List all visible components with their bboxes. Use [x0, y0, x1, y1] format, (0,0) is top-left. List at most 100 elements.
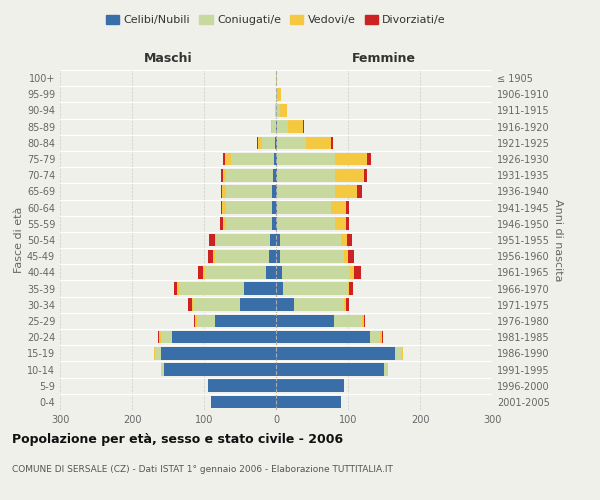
Bar — [283, 282, 348, 295]
Bar — [172, 331, 276, 344]
Bar — [384, 363, 388, 376]
Bar — [197, 266, 203, 278]
Bar — [348, 282, 349, 295]
Bar — [221, 185, 222, 198]
Bar — [262, 136, 275, 149]
Bar — [196, 314, 197, 328]
Bar — [282, 266, 350, 278]
Bar — [266, 266, 276, 278]
Bar — [335, 185, 356, 198]
Y-axis label: Anni di nascita: Anni di nascita — [553, 198, 563, 281]
Bar — [215, 314, 276, 328]
Bar — [276, 120, 277, 133]
Bar — [335, 218, 346, 230]
Bar — [222, 185, 226, 198]
Bar — [221, 169, 223, 181]
Bar — [154, 347, 155, 360]
Bar — [280, 104, 287, 117]
Bar — [272, 120, 276, 133]
Bar — [223, 169, 226, 181]
Bar — [272, 202, 276, 214]
Bar — [155, 347, 161, 360]
Bar — [269, 250, 276, 262]
Bar — [395, 347, 402, 360]
Bar — [223, 152, 225, 166]
Bar — [335, 169, 364, 181]
Bar — [277, 120, 288, 133]
Bar — [277, 152, 335, 166]
Bar — [276, 136, 277, 149]
Bar — [192, 298, 193, 311]
Bar — [276, 298, 294, 311]
Bar — [276, 266, 282, 278]
Bar — [223, 218, 226, 230]
Bar — [160, 331, 161, 344]
Bar — [277, 202, 331, 214]
Bar — [306, 136, 331, 149]
Bar — [356, 185, 362, 198]
Bar — [257, 136, 258, 149]
Text: Maschi: Maschi — [143, 52, 193, 65]
Bar — [276, 282, 283, 295]
Text: Femmine: Femmine — [352, 52, 416, 65]
Bar — [244, 282, 276, 295]
Bar — [276, 396, 341, 408]
Bar — [226, 185, 272, 198]
Bar — [402, 347, 403, 360]
Bar — [331, 136, 333, 149]
Bar — [346, 298, 349, 311]
Bar — [277, 218, 335, 230]
Bar — [346, 218, 349, 230]
Bar — [220, 218, 223, 230]
Bar — [274, 152, 276, 166]
Bar — [226, 218, 272, 230]
Bar — [205, 266, 266, 278]
Bar — [277, 88, 281, 101]
Bar — [270, 234, 276, 246]
Bar — [179, 282, 244, 295]
Bar — [276, 314, 334, 328]
Bar — [276, 250, 280, 262]
Bar — [258, 136, 262, 149]
Bar — [276, 218, 277, 230]
Bar — [194, 314, 196, 328]
Bar — [350, 266, 354, 278]
Bar — [225, 152, 230, 166]
Legend: Celibi/Nubili, Coniugati/e, Vedovi/e, Divorziati/e: Celibi/Nubili, Coniugati/e, Vedovi/e, Di… — [101, 10, 451, 30]
Bar — [215, 234, 216, 246]
Bar — [302, 120, 304, 133]
Bar — [226, 202, 272, 214]
Bar — [370, 331, 380, 344]
Bar — [335, 152, 367, 166]
Bar — [364, 169, 367, 181]
Bar — [208, 380, 276, 392]
Bar — [214, 250, 215, 262]
Bar — [276, 152, 277, 166]
Bar — [161, 363, 164, 376]
Text: Popolazione per età, sesso e stato civile - 2006: Popolazione per età, sesso e stato civil… — [12, 432, 343, 446]
Bar — [276, 202, 277, 214]
Bar — [161, 331, 172, 344]
Y-axis label: Fasce di età: Fasce di età — [14, 207, 24, 273]
Bar — [211, 396, 276, 408]
Bar — [215, 250, 269, 262]
Bar — [193, 298, 240, 311]
Bar — [276, 363, 384, 376]
Bar — [174, 282, 178, 295]
Bar — [367, 152, 371, 166]
Bar — [203, 266, 205, 278]
Bar — [334, 314, 362, 328]
Bar — [222, 202, 226, 214]
Text: COMUNE DI SERSALE (CZ) - Dati ISTAT 1° gennaio 2006 - Elaborazione TUTTITALIA.IT: COMUNE DI SERSALE (CZ) - Dati ISTAT 1° g… — [12, 466, 393, 474]
Bar — [346, 202, 349, 214]
Bar — [275, 104, 276, 117]
Bar — [197, 314, 215, 328]
Bar — [158, 331, 160, 344]
Bar — [221, 202, 222, 214]
Bar — [230, 152, 274, 166]
Bar — [348, 250, 354, 262]
Bar — [271, 120, 272, 133]
Bar — [226, 169, 273, 181]
Bar — [276, 347, 395, 360]
Bar — [277, 185, 335, 198]
